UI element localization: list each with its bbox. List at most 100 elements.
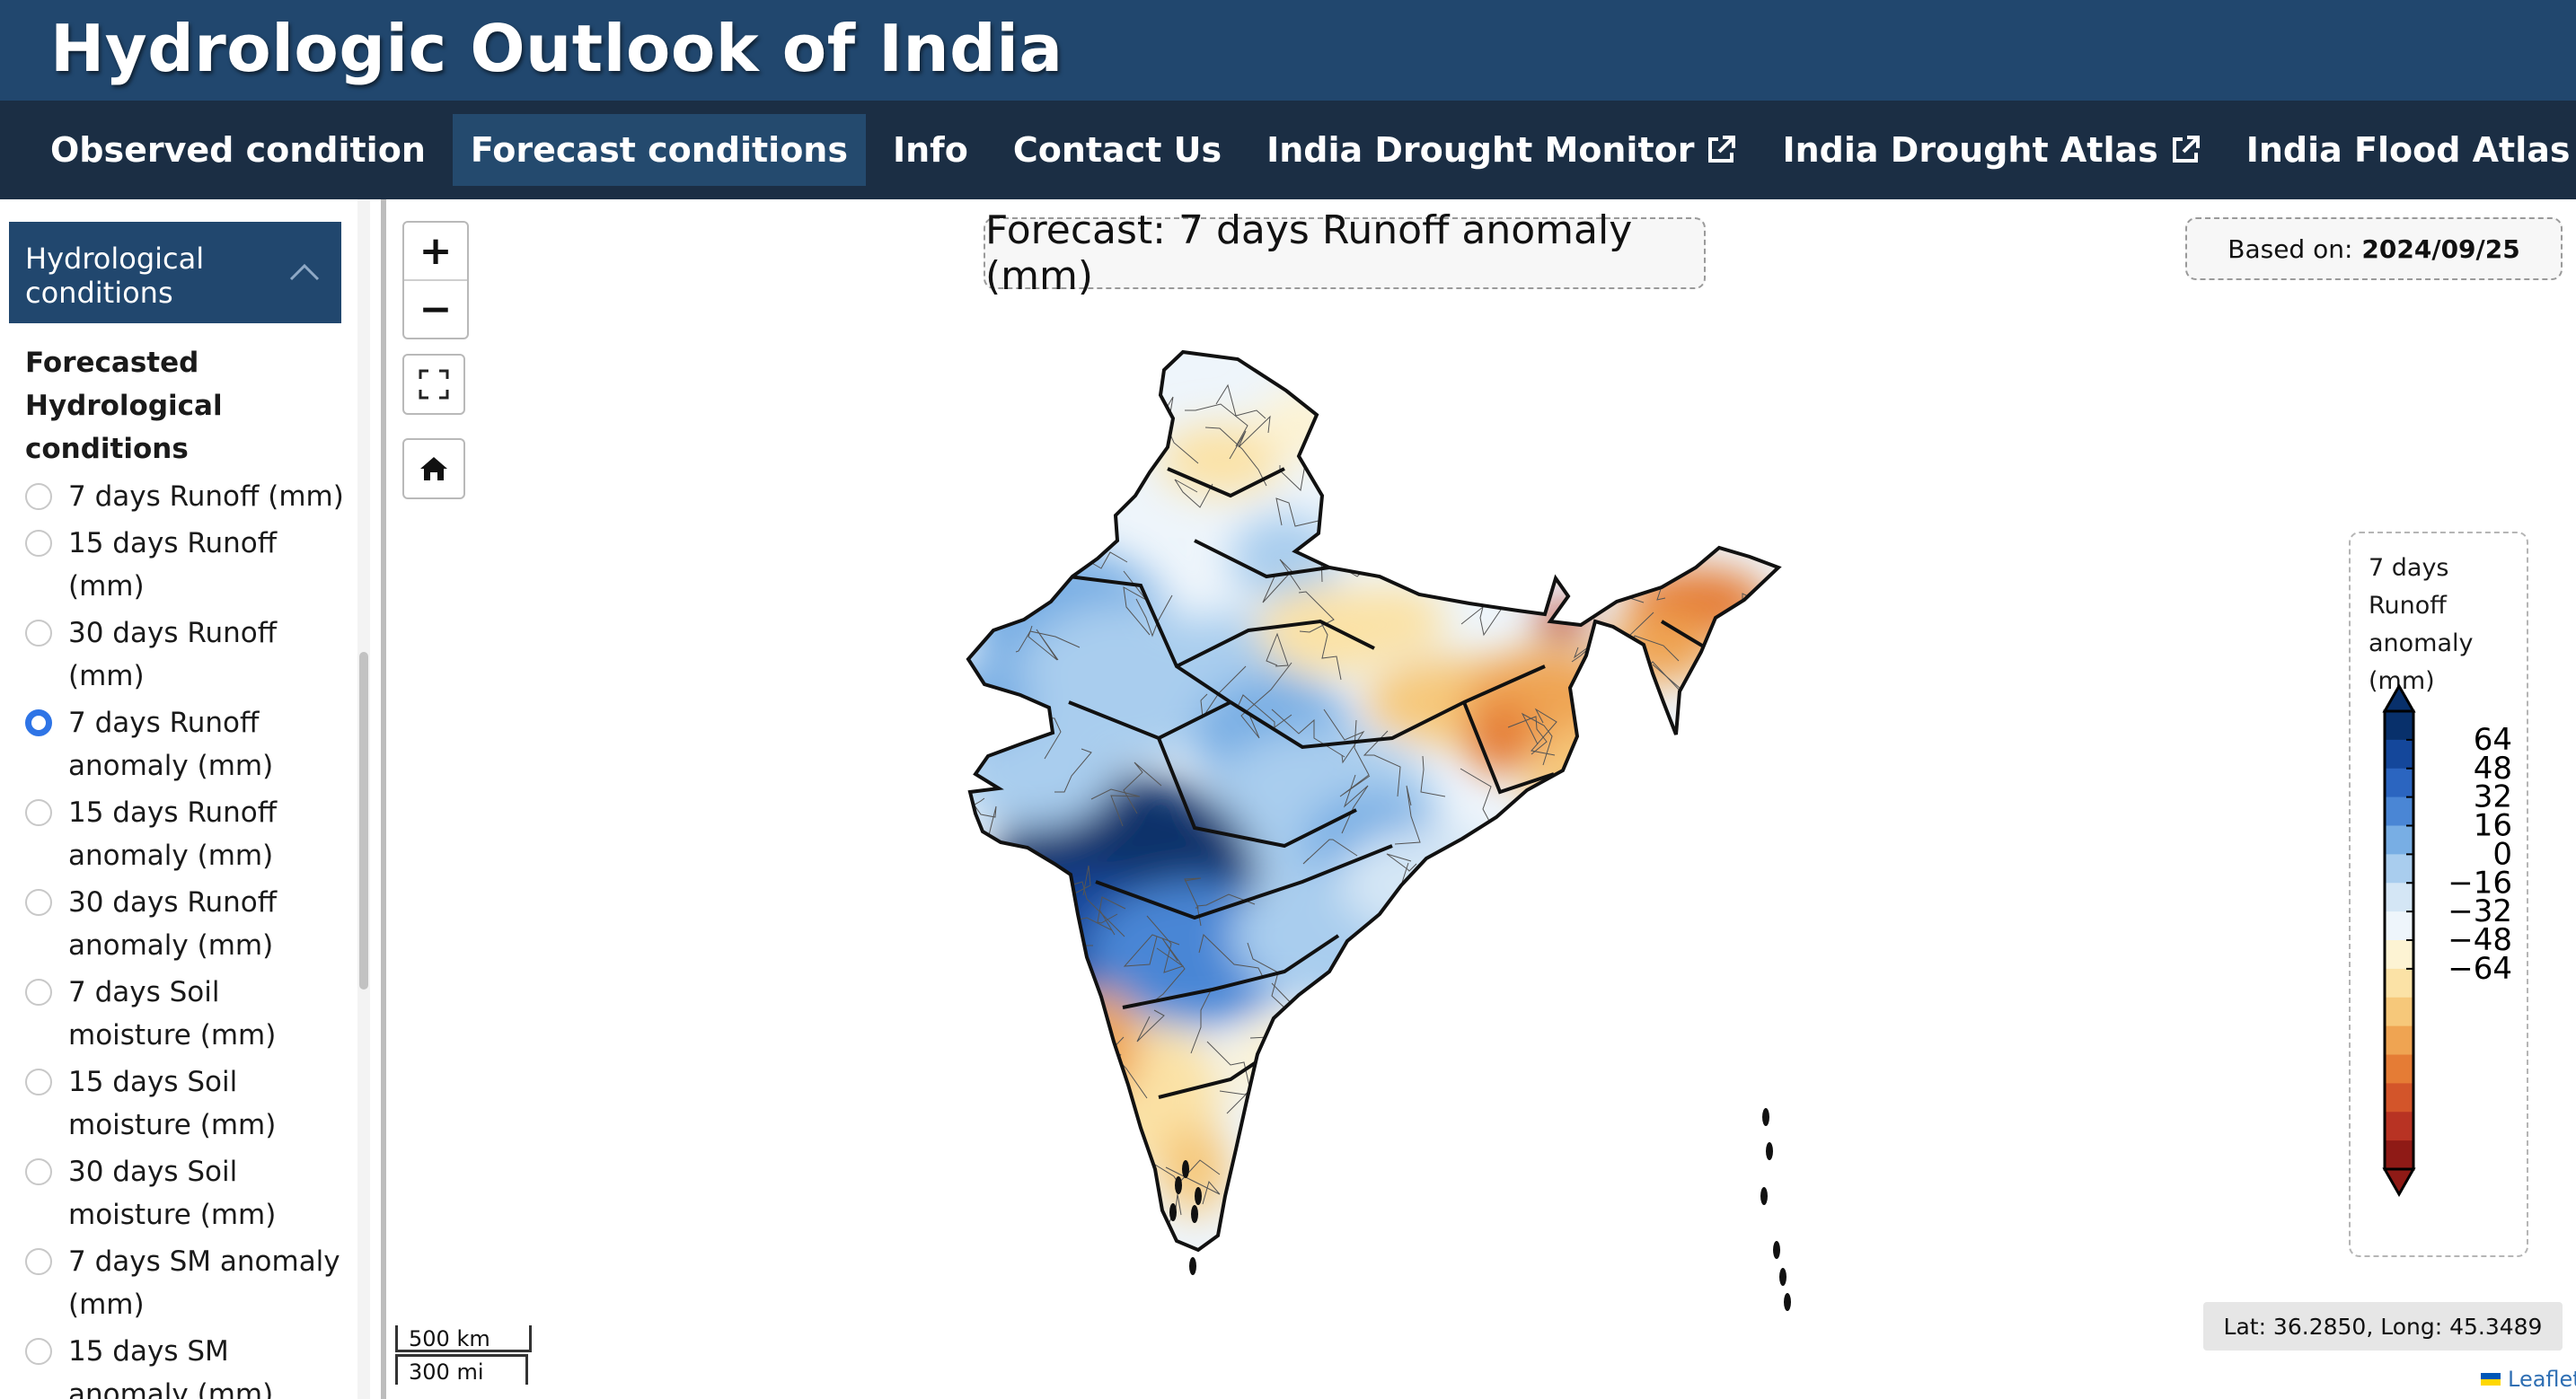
scale-bar: 500 km 300 mi xyxy=(395,1325,548,1392)
radio-button[interactable] xyxy=(25,709,52,736)
layer-option[interactable]: 30 days Runoff anomaly (mm) xyxy=(25,881,348,967)
panel-title: Hydrological conditions xyxy=(25,242,205,310)
layer-option[interactable]: 7 days Soil moisture (mm) xyxy=(25,971,348,1057)
radio-button[interactable] xyxy=(25,1069,52,1095)
legend-tick-label: −64 xyxy=(2448,951,2512,987)
district-line xyxy=(1097,896,1126,924)
legend-color-step xyxy=(2385,997,2413,1027)
district-line xyxy=(978,462,1014,526)
district-line xyxy=(1663,468,1723,504)
district-line xyxy=(985,482,1019,553)
district-line xyxy=(1067,482,1101,543)
district-line xyxy=(1301,352,1362,400)
radio-button[interactable] xyxy=(25,799,52,826)
layer-option[interactable]: 7 days Runoff (mm) xyxy=(25,475,348,518)
radio-button[interactable] xyxy=(25,979,52,1006)
district-line xyxy=(1107,356,1134,400)
district-line xyxy=(1507,716,1548,755)
nav-item-india-drought-atlas[interactable]: India Drought Atlas xyxy=(1764,114,2219,186)
nav-item-info[interactable]: Info xyxy=(875,114,986,186)
panel-header-hydrological-conditions[interactable]: Hydrological conditions xyxy=(9,222,341,323)
zoom-in-button[interactable]: + xyxy=(419,228,453,274)
district-line xyxy=(1620,1004,1652,1053)
district-line xyxy=(1398,352,1491,371)
nav-item-india-flood-atlas[interactable]: India Flood Atlas xyxy=(2228,114,2576,186)
district-line xyxy=(1024,365,1048,420)
district-line xyxy=(1061,881,1125,937)
layer-option[interactable]: 30 days Runoff (mm) xyxy=(25,612,348,698)
district-line xyxy=(1146,915,1185,973)
layer-option[interactable]: 15 days SM anomaly (mm) xyxy=(25,1330,348,1399)
nav-item-label: India Drought Monitor xyxy=(1266,130,1695,170)
nav-item-forecast-conditions[interactable]: Forecast conditions xyxy=(452,114,866,186)
district-line xyxy=(1327,352,1352,396)
district-line xyxy=(1544,426,1591,468)
based-on-value: 2024/09/25 xyxy=(2361,233,2520,264)
district-line xyxy=(1619,1018,1651,1048)
legend-color-step xyxy=(2385,968,2413,999)
radio-button[interactable] xyxy=(25,483,52,510)
district-line xyxy=(968,671,973,726)
district-line xyxy=(1056,1121,1130,1148)
radio-button[interactable] xyxy=(25,1158,52,1185)
district-line xyxy=(1643,980,1675,1024)
nav-item-contact-us[interactable]: Contact Us xyxy=(995,114,1239,186)
district-line xyxy=(1333,1197,1369,1225)
leaflet-attribution[interactable]: Leaflet xyxy=(2481,1367,2576,1392)
nav-item-label: Info xyxy=(892,130,968,170)
state-line xyxy=(1167,467,1285,498)
district-line xyxy=(1500,529,1548,585)
attribution-link[interactable]: Leaflet xyxy=(2508,1367,2576,1392)
zoom-out-button[interactable]: − xyxy=(404,279,467,338)
legend-min-arrow xyxy=(2382,1167,2416,1198)
district-line xyxy=(1552,1153,1590,1206)
layer-option-label: 15 days SM anomaly (mm) xyxy=(68,1335,274,1399)
district-line xyxy=(1598,898,1636,944)
nav-item-label: Contact Us xyxy=(1012,130,1222,170)
layer-option[interactable]: 15 days Soil moisture (mm) xyxy=(25,1060,348,1147)
layer-option[interactable]: 15 days Runoff anomaly (mm) xyxy=(25,791,348,877)
nav-item-india-drought-monitor[interactable]: India Drought Monitor xyxy=(1248,114,1755,186)
island xyxy=(1779,1268,1786,1286)
radio-button[interactable] xyxy=(25,1338,52,1365)
district-line xyxy=(1206,1041,1251,1114)
district-line xyxy=(1215,383,1266,419)
main-nav: Observed condition Forecast conditions Inf… xyxy=(0,101,2576,199)
sidebar-scrollbar-thumb[interactable] xyxy=(359,652,368,990)
layer-option-label: 15 days Runoff anomaly (mm) xyxy=(68,796,278,872)
district-line xyxy=(1601,352,1663,367)
legend-tick-label: −16 xyxy=(2448,865,2512,901)
legend-color-step xyxy=(2385,768,2413,798)
fullscreen-button[interactable] xyxy=(402,354,465,415)
layer-option[interactable]: 7 days Runoff anomaly (mm) xyxy=(25,701,348,787)
legend-title: 7 days Runoff anomaly (mm) xyxy=(2369,554,2474,695)
district-line xyxy=(1418,1161,1456,1189)
district-line xyxy=(1420,755,1446,797)
state-line xyxy=(1157,737,1357,849)
district-line xyxy=(1608,1015,1642,1060)
district-line xyxy=(968,580,1010,613)
district-line xyxy=(1061,352,1107,366)
layer-option-label: 30 days Soil moisture (mm) xyxy=(68,1156,277,1231)
layer-option[interactable]: 30 days Soil moisture (mm) xyxy=(25,1150,348,1236)
district-line xyxy=(1123,761,1162,814)
island xyxy=(1169,1203,1177,1221)
home-button[interactable] xyxy=(402,438,465,499)
island xyxy=(1760,1187,1768,1205)
district-line xyxy=(984,361,1022,386)
radio-button[interactable] xyxy=(25,1248,52,1275)
layer-option[interactable]: 15 days Runoff (mm) xyxy=(25,522,348,608)
map-canvas[interactable] xyxy=(386,199,2576,1399)
layer-option-label: 7 days Runoff (mm) xyxy=(68,480,344,513)
district-line xyxy=(1639,796,1685,863)
layer-option[interactable]: 7 days SM anomaly (mm) xyxy=(25,1240,348,1326)
radio-button[interactable] xyxy=(25,889,52,916)
district-line xyxy=(1412,908,1452,946)
island xyxy=(1773,1241,1780,1259)
nav-item-observed-condition[interactable]: Observed condition xyxy=(32,114,444,186)
app-title: Hydrologic Outlook of India xyxy=(50,11,1063,86)
layer-option-label: 15 days Runoff (mm) xyxy=(68,527,278,603)
radio-button[interactable] xyxy=(25,620,52,647)
india-map[interactable] xyxy=(386,199,2576,1399)
radio-button[interactable] xyxy=(25,530,52,557)
